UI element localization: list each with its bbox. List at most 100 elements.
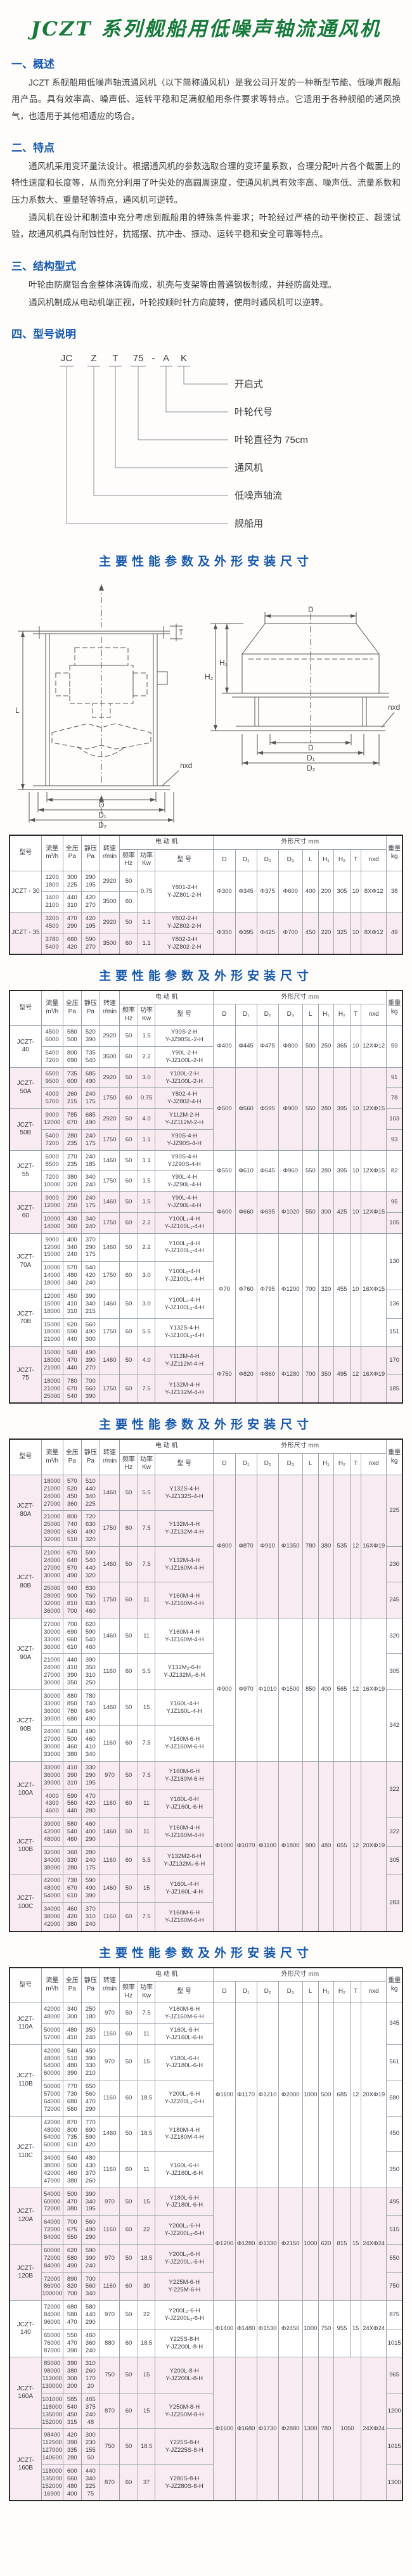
table-header-cell: 全压 Pa <box>62 1967 82 2004</box>
table-cell: 450 <box>386 2115 403 2153</box>
table-cell: 685 490 <box>80 1067 100 1089</box>
table-cell: 9000 12000 15000 <box>41 1233 63 1262</box>
table-cell: 50 <box>119 870 139 892</box>
table-cell: 16XΦ15 <box>361 1233 387 1347</box>
section-structure: 三、结构型式 叶轮由防腐铝合金整体浇铸而成，机壳与支架等由普通钢板制成，并经防腐… <box>0 257 412 312</box>
table-header-cell: D₃ <box>278 1981 303 2004</box>
table-cell: 5.5 <box>138 1845 156 1875</box>
table-cell: 7.5 <box>138 1546 156 1583</box>
table-cell: 1160 <box>99 2023 120 2045</box>
table-cell: Φ1600 <box>213 2357 236 2501</box>
paragraph: 叶轮由防腐铝合金整体浇铸而成，机壳与支架等由普通钢板制成，并经防腐处理。 <box>29 279 337 290</box>
table-cell: 18.5 <box>138 2080 156 2117</box>
table-cell: 561 <box>386 2044 403 2081</box>
table-cell: 470 290 <box>62 912 82 933</box>
table-cell: 1200 <box>386 2392 403 2430</box>
table-cell: 32000 34000 38000 <box>41 1845 63 1875</box>
model-cell: JCZT- 70B <box>9 1289 42 1347</box>
table-cell: 460 400 290 <box>80 1817 100 1847</box>
table-cell: 590 270 <box>80 932 100 955</box>
table-cell: Φ750 <box>213 1346 236 1404</box>
performance-heading: 主要性能参数及外形安装尺寸 <box>98 555 313 569</box>
table-cell: 3.0 <box>138 1261 156 1290</box>
table-cell: Y112M-4-H Y-JZ112M-4-H <box>155 1346 214 1375</box>
table-cell: 3200 4500 <box>41 912 63 933</box>
spec-table-1-host: 型号 流量 m³/h 全压 Pa 静压 Pa 转速 r/min 电 动 机外形尺寸 mm 重… <box>0 835 412 955</box>
table-cell: 50 <box>119 1191 139 1213</box>
table-cell: 60 <box>119 1087 139 1110</box>
table-header-cell: 转速 r/min <box>99 990 120 1027</box>
table-cell: 500 470 380 <box>62 2187 82 2217</box>
dim-D-label: D <box>308 605 314 614</box>
table-cell: Y132S-4-H Y-JZ132S-4-H <box>155 1474 214 1511</box>
table-cell: 60 <box>119 1845 139 1875</box>
table-cell: 420 195 <box>80 912 100 933</box>
table-cell: 50 <box>119 1346 139 1375</box>
table-cell: Φ1200 <box>278 1233 303 1347</box>
table-cell: Y225M-6-H Y-225M-6-H <box>155 2272 214 2302</box>
table-header-cell: 转速 r/min <box>99 835 120 871</box>
table-cell: Y200L₂-6-H Y-JZ200L₂-6-H <box>155 2215 214 2245</box>
table-cell: Y132M-4-H Y-JZ132M-4-H <box>155 1510 214 1547</box>
table-cell: 42000 48000 54000 60000 <box>41 2115 63 2153</box>
table-cell: Y225S-8-H Y-JZ225S-8-H <box>155 2428 214 2465</box>
table-cell: 342 <box>386 1689 403 1762</box>
table-cell: 1460 <box>99 1289 120 1319</box>
table-header-cell: D₂ <box>256 849 279 871</box>
table-cell: 800 740 630 510 <box>62 1510 82 1547</box>
table-header-cell: 频率 Hz <box>119 849 139 871</box>
table-cell: 12XΦ15 <box>361 1067 387 1151</box>
table-cell: 1460 <box>99 1191 120 1213</box>
table-cell: 3500 <box>99 932 120 955</box>
table-cell: 420 390 335 280 <box>62 2428 82 2465</box>
table-cell: 7.5 <box>138 1510 156 1547</box>
table-cell: 495 <box>333 1346 351 1404</box>
table-cell: 4000 5700 <box>41 1087 63 1110</box>
table-cell: 30 <box>138 2272 156 2302</box>
table-cell: 60 <box>119 2151 139 2188</box>
table-cell: 700 <box>302 1346 319 1404</box>
table-cell: Φ910 <box>256 1474 279 1618</box>
table-cell: 230 <box>386 1546 403 1583</box>
table-cell: 18000 21000 25000 <box>41 1374 63 1404</box>
table-cell: 220 <box>318 912 334 955</box>
table-cell: 305 <box>333 870 351 913</box>
table-cell: 54000 60000 72000 <box>41 2187 63 2217</box>
drawing-duct-fan-labels: L T D D₁ D₂ nxd <box>15 628 192 830</box>
table-cell: 670 640 570 490 <box>62 1546 82 1583</box>
table-cell: 78 <box>386 1087 403 1110</box>
table-cell: Φ1210 <box>256 2002 279 2188</box>
table-cell: 6500 9500 <box>41 1067 63 1089</box>
code-meaning: 舰船用 <box>235 518 263 529</box>
table-cell: 1160 <box>99 1845 120 1875</box>
table-header-cell: 电 动 机 <box>119 835 214 850</box>
table-header-cell: 外形尺寸 mm <box>213 1439 387 1454</box>
table-header-cell: H₁ <box>318 849 334 871</box>
table-cell: 1160 <box>99 1789 120 1819</box>
table-header-cell: 静压 Pa <box>80 1439 100 1475</box>
table-cell: 320 <box>386 1617 403 1655</box>
table-cell: 4.0 <box>138 1346 156 1375</box>
table-cell: 65000 76000 87000 <box>41 2328 63 2358</box>
table-cell: 300 230 155 50 <box>80 2428 100 2465</box>
table-header-cell: nxd <box>361 1452 387 1475</box>
table-cell: Φ2000 <box>278 2002 303 2188</box>
code-part: A <box>163 353 169 364</box>
table-cell: 290 250 <box>62 1191 82 1213</box>
table-cell: Φ1020 <box>278 1191 303 1234</box>
table-cell: Y132S-4-H Y-JZ100L₂-4-H <box>155 1317 214 1347</box>
table-cell: 18000 21000 24000 27000 <box>41 1474 63 1511</box>
table-cell: 700 560 390 <box>80 1374 100 1404</box>
table-cell: 490 460 410 340 <box>80 1725 100 1762</box>
table-cell: 480 430 370 260 <box>80 2151 100 2188</box>
table-cell: Y200L₁-6-H Y-JZ200L₁-6-H <box>155 2080 214 2117</box>
section-features: 二、特点 通风机采用变环量法设计。根据通风机的参数选取合理的变环量系数，合理分配… <box>0 139 412 243</box>
table-cell: 42000 48000 54000 60000 <box>41 2044 63 2081</box>
table-cell: 880 <box>99 2328 120 2358</box>
table-cell: Φ870 <box>235 1474 257 1618</box>
table-header-cell: D₁ <box>235 1452 257 1475</box>
table-cell: 60 <box>119 1212 139 1234</box>
table-cell: 780 <box>318 2357 334 2501</box>
table-cell: 1460 <box>99 1874 120 1903</box>
table-cell: 11 <box>138 2151 156 2188</box>
